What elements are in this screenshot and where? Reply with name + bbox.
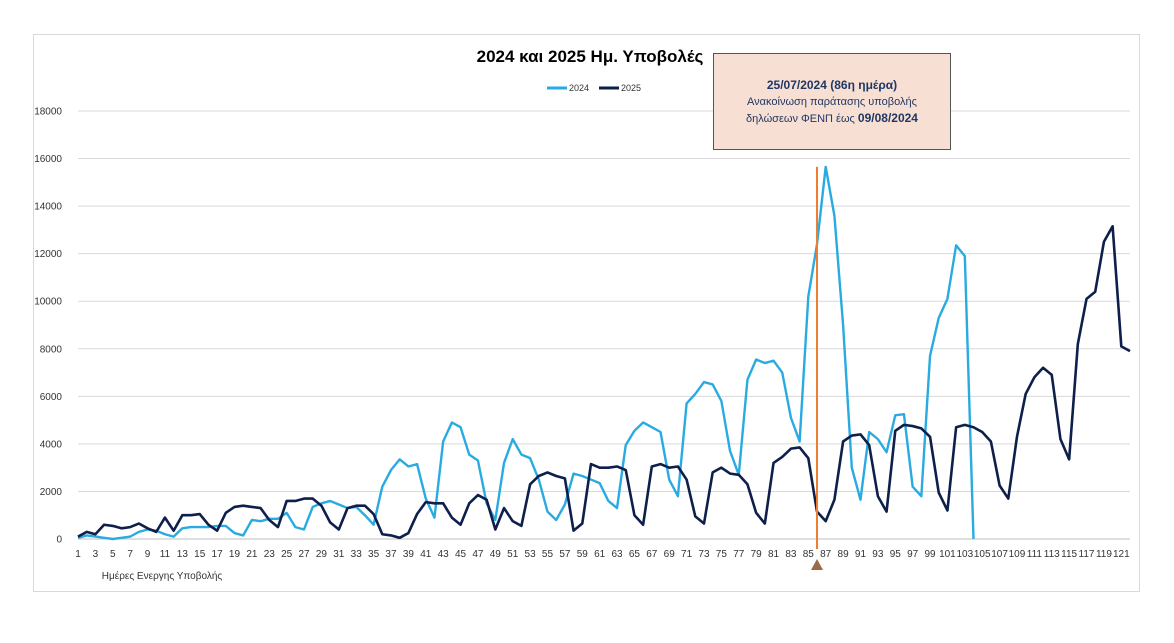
x-tick-label: 13 (177, 549, 189, 560)
x-tick-label: 53 (525, 549, 537, 560)
x-tick-label: 9 (145, 549, 151, 560)
x-tick-label: 51 (507, 549, 519, 560)
x-tick-label: 5 (110, 549, 116, 560)
y-tick-label: 0 (56, 535, 62, 546)
y-tick-label: 16000 (34, 154, 62, 165)
x-tick-label: 3 (93, 549, 99, 560)
series-group (77, 165, 1131, 541)
x-tick-label: 27 (298, 549, 310, 560)
x-tick-label: 65 (629, 549, 641, 560)
y-tick-label: 6000 (40, 392, 63, 403)
x-tick-label: 49 (490, 549, 502, 560)
legend-label-2025: 2025 (621, 83, 641, 93)
x-tick-label: 111 (1027, 549, 1043, 560)
x-tick-label: 35 (368, 549, 380, 560)
x-tick-label: 101 (939, 549, 956, 560)
x-tick-label: 45 (455, 549, 467, 560)
x-tick-label: 113 (1044, 549, 1060, 560)
x-tick-label: 23 (264, 549, 276, 560)
x-tick-label: 63 (611, 549, 623, 560)
x-tick-label: 115 (1061, 549, 1077, 560)
legend-label-2024: 2024 (569, 83, 589, 93)
y-axis: 0 2000 4000 6000 8000 10000 12000 14000 16000 180… (34, 107, 62, 546)
x-tick-label: 41 (420, 549, 432, 560)
x-tick-label: 55 (542, 549, 554, 560)
annotation-line-3: δηλώσεων ΦΕΝΠ έως 09/08/2024 (746, 111, 918, 125)
x-tick-label: 81 (768, 549, 780, 560)
x-tick-label: 91 (855, 549, 867, 560)
y-tick-label: 18000 (34, 107, 62, 118)
x-tick-label: 61 (594, 549, 606, 560)
x-tick-label: 69 (664, 549, 676, 560)
x-axis: 1 3 5 7 9 11 13 15 17 19 21 23 25 27 29 31 33 35 37 39 41 43 4… (75, 549, 1130, 560)
x-tick-label: 67 (646, 549, 658, 560)
x-tick-label: 11 (160, 549, 171, 560)
triangle-marker (811, 559, 824, 570)
x-tick-label: 77 (733, 549, 745, 560)
x-tick-label: 89 (838, 549, 850, 560)
y-tick-label: 4000 (40, 439, 63, 450)
x-tick-label: 107 (991, 549, 1008, 560)
x-tick-label: 85 (803, 549, 815, 560)
x-tick-label: 25 (281, 549, 293, 560)
x-tick-label: 31 (333, 549, 345, 560)
chart-title: 2024 και 2025 Ημ. Υποβολές (477, 47, 704, 66)
annotation-line-3-text: δηλώσεων ΦΕΝΠ έως (746, 113, 858, 125)
annotation-box: 25/07/2024 (86η ημέρα) Ανακοίνωση παράτα… (713, 53, 951, 150)
x-tick-label: 71 (681, 549, 693, 560)
x-tick-label: 47 (472, 549, 484, 560)
x-tick-label: 95 (890, 549, 902, 560)
x-tick-label: 75 (716, 549, 728, 560)
x-tick-label: 83 (785, 549, 797, 560)
x-tick-label: 73 (698, 549, 710, 560)
x-tick-label: 1 (75, 549, 81, 560)
annotation-line-2: Ανακοίνωση παράτασης υποβολής (747, 96, 917, 108)
x-tick-label: 105 (974, 549, 991, 560)
y-tick-label: 2000 (40, 487, 63, 498)
x-tick-label: 97 (907, 549, 919, 560)
series-line-2024 (77, 165, 975, 541)
x-tick-label: 15 (194, 549, 206, 560)
x-tick-label: 37 (385, 549, 397, 560)
annotation-line-1: 25/07/2024 (86η ημέρα) (766, 78, 898, 92)
x-tick-label: 39 (403, 549, 415, 560)
x-tick-label: 109 (1009, 549, 1026, 560)
x-tick-label: 17 (212, 549, 224, 560)
x-tick-label: 29 (316, 549, 328, 560)
x-tick-label: 59 (577, 549, 589, 560)
annotation-date: 09/08/2024 (857, 111, 918, 125)
x-tick-label: 21 (246, 549, 258, 560)
x-tick-label: 119 (1096, 549, 1112, 560)
x-axis-title: Ημέρες Ενεργης Υποβολής (102, 570, 223, 582)
x-tick-label: 79 (751, 549, 763, 560)
y-tick-label: 14000 (34, 202, 62, 213)
x-tick-label: 7 (127, 549, 133, 560)
x-tick-label: 117 (1079, 549, 1095, 560)
x-tick-label: 93 (872, 549, 884, 560)
x-tick-label: 43 (438, 549, 450, 560)
x-tick-label: 103 (956, 549, 973, 560)
y-tick-label: 10000 (34, 297, 62, 308)
x-tick-label: 19 (229, 549, 241, 560)
y-tick-label: 12000 (34, 249, 62, 260)
x-tick-label: 121 (1113, 549, 1130, 560)
y-tick-label: 8000 (40, 344, 63, 355)
series-line-2025 (77, 225, 1131, 540)
legend: 2024 2025 (547, 83, 641, 93)
x-tick-label: 99 (924, 549, 936, 560)
x-tick-label: 57 (559, 549, 571, 560)
annotation-group (811, 166, 824, 570)
x-tick-label: 33 (351, 549, 363, 560)
x-tick-label: 87 (820, 549, 832, 560)
